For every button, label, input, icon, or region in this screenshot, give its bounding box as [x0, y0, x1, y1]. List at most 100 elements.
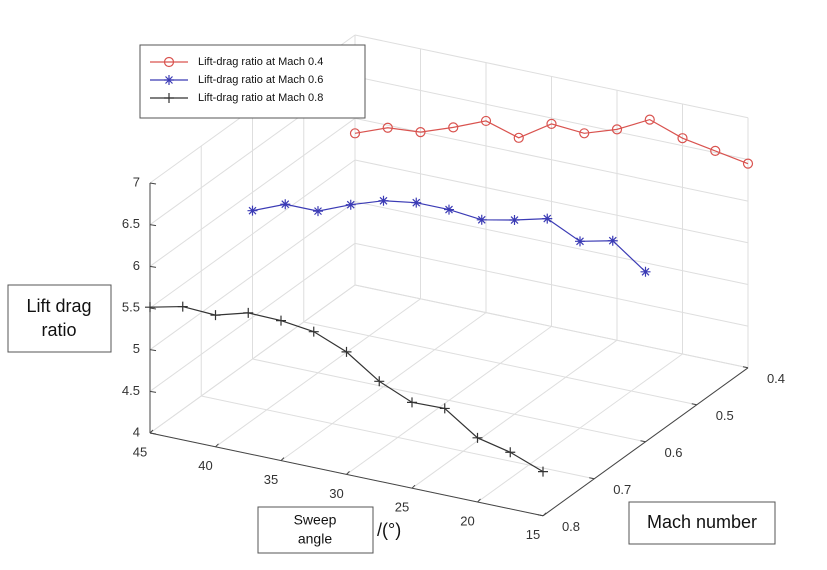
grid-line [354, 34, 749, 119]
marker [546, 118, 557, 130]
grid-line [149, 117, 356, 267]
grid-line [149, 284, 356, 434]
marker [575, 236, 585, 247]
grid-line [354, 76, 749, 160]
y-tick-label: 0.6 [664, 445, 682, 460]
marker [415, 127, 426, 138]
z-tick-label: 4 [133, 424, 140, 439]
marker [407, 397, 417, 408]
z-tick-label: 5 [133, 341, 140, 356]
axis-labels: Lift drag ratio Sweep angle /(°) Mach nu… [7, 284, 776, 554]
x-label: Sweep [294, 512, 337, 528]
y-tick-label: 0.7 [613, 482, 631, 497]
z-tick-label: 4.5 [122, 383, 140, 398]
x-tick-label: 35 [264, 472, 278, 487]
grid-line [354, 159, 749, 244]
grid: 4 4.5 5 5.5 6 6.5 7 45 40 35 30 25 20 15 0.4 0.5 0.6 0.7 0… [122, 34, 785, 542]
marker [472, 432, 483, 443]
tick-mark [215, 443, 219, 448]
grid-line [252, 358, 646, 443]
grid-line [354, 201, 749, 285]
marker [374, 376, 385, 387]
marker [177, 301, 188, 312]
marker [579, 128, 590, 139]
marker [677, 133, 688, 144]
tick-mark [149, 429, 154, 434]
tick-mark [742, 366, 749, 369]
marker [411, 197, 422, 208]
marker [439, 403, 450, 414]
marker [210, 310, 221, 321]
y-tick-label: 0.5 [716, 408, 734, 423]
grid-line [149, 242, 356, 392]
grid-line [201, 395, 595, 480]
tick-mark [280, 457, 285, 461]
marker [247, 205, 258, 216]
marker [308, 326, 319, 337]
x-tick-label: 20 [460, 513, 474, 528]
marker [640, 266, 651, 277]
z-label: ratio [41, 320, 76, 340]
marker [476, 214, 487, 225]
y-label-box [628, 501, 776, 545]
tick-mark [537, 514, 544, 517]
marker [382, 122, 393, 133]
x-tick-label: 40 [198, 458, 212, 473]
z-tick-label: 5.5 [122, 299, 140, 314]
grid-line [354, 284, 749, 369]
z-tick-label: 6 [133, 258, 140, 273]
marker [243, 307, 254, 318]
marker [611, 124, 623, 135]
x-tick-label: 45 [133, 444, 147, 459]
z-label: Lift drag [26, 296, 91, 316]
legend-label: Lift-drag ratio at Mach 0.8 [198, 92, 323, 104]
tick-mark [149, 224, 157, 227]
tick-mark [542, 512, 547, 517]
marker [607, 235, 618, 246]
y-tick-label: 0.8 [562, 519, 580, 534]
z-label-box [7, 284, 112, 353]
marker [710, 145, 721, 156]
marker [345, 199, 356, 210]
marker [164, 75, 174, 85]
marker [742, 158, 754, 169]
plot-area [145, 114, 754, 477]
tick-mark [149, 182, 157, 185]
grid-line [149, 201, 356, 351]
grid-line [149, 159, 356, 309]
tick-mark [691, 403, 697, 406]
x-tick-label: 25 [395, 500, 409, 515]
x-tick-label: 30 [329, 486, 343, 501]
tick-mark [640, 440, 646, 443]
legend: Lift-drag ratio at Mach 0.4 Lift-drag rat… [139, 44, 366, 119]
tick-mark [477, 498, 481, 503]
series-line [354, 118, 749, 165]
tick-mark [589, 477, 595, 480]
marker [378, 195, 389, 206]
x-label: angle [298, 531, 332, 547]
marker [164, 93, 174, 103]
marker [444, 204, 454, 215]
marker [145, 302, 155, 313]
marker [480, 115, 492, 127]
tick-mark [346, 471, 350, 475]
marker [349, 128, 361, 139]
z-tick-label: 7 [133, 174, 140, 189]
marker [505, 447, 516, 458]
grid-line [354, 242, 749, 327]
tick-mark [149, 432, 157, 435]
marker [280, 199, 291, 210]
tick-mark [149, 265, 157, 268]
x-tick-label: 15 [526, 527, 540, 542]
marker [542, 213, 553, 224]
legend-box [139, 44, 366, 119]
legend-label: Lift-drag ratio at Mach 0.6 [198, 74, 323, 86]
tick-mark [149, 390, 157, 393]
marker [163, 56, 175, 68]
marker [644, 114, 655, 125]
marker [513, 132, 524, 143]
marker [313, 206, 323, 217]
marker [276, 315, 286, 326]
marker [341, 346, 352, 357]
